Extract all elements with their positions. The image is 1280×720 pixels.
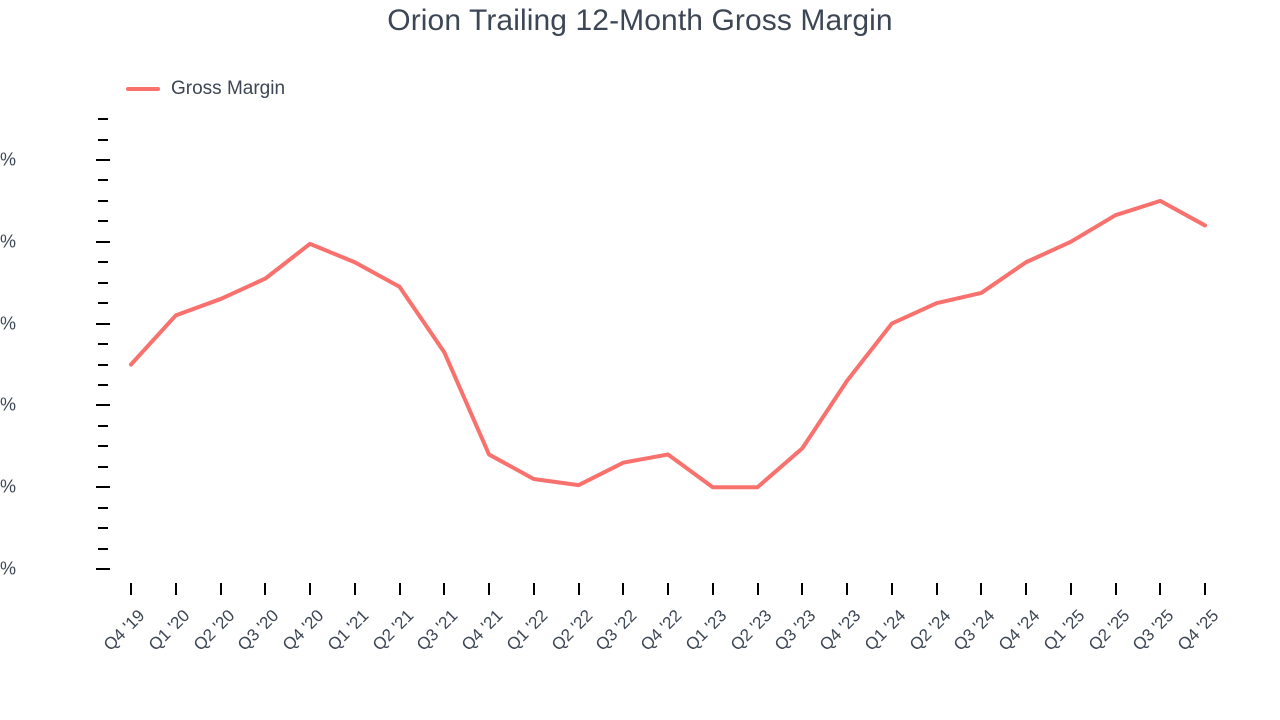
chart-legend: Gross Margin xyxy=(126,78,285,100)
x-tick xyxy=(711,583,714,595)
x-tick xyxy=(532,583,535,595)
x-tick xyxy=(1114,583,1117,595)
x-tick xyxy=(577,583,580,595)
legend-swatch-gross-margin xyxy=(126,87,160,91)
y-tick-minor xyxy=(98,220,108,223)
x-tick xyxy=(398,583,401,595)
x-tick xyxy=(846,583,848,595)
y-tick-major xyxy=(96,404,110,407)
y-tick-minor xyxy=(98,281,108,284)
y-tick-label: 12% xyxy=(0,231,16,252)
x-tick xyxy=(353,583,356,595)
x-tick xyxy=(130,583,132,595)
y-tick-minor xyxy=(98,118,108,121)
x-tick xyxy=(622,583,625,595)
x-tick xyxy=(264,583,267,595)
y-tick-minor xyxy=(98,199,108,202)
x-tick xyxy=(174,583,177,595)
x-tick xyxy=(890,583,893,595)
y-tick-minor xyxy=(98,138,108,141)
y-tick-label: 6% xyxy=(0,476,16,497)
x-tick xyxy=(667,583,669,595)
x-tick xyxy=(1204,583,1206,595)
y-tick-minor xyxy=(98,383,108,386)
x-tick xyxy=(756,583,759,595)
y-tick-label: 10% xyxy=(0,313,16,334)
y-tick-major xyxy=(96,240,110,243)
x-tick xyxy=(935,583,938,595)
x-tick xyxy=(1025,583,1027,595)
y-tick-minor xyxy=(98,424,108,427)
x-tick xyxy=(1069,583,1072,595)
x-tick xyxy=(801,583,804,595)
y-tick-major xyxy=(96,159,110,161)
y-tick-minor xyxy=(98,343,108,346)
x-tick xyxy=(1159,583,1162,595)
y-tick-label: 4% xyxy=(0,558,16,579)
y-tick-major xyxy=(96,486,110,489)
y-tick-label: 8% xyxy=(0,394,16,415)
y-tick-label: 14% xyxy=(0,149,16,170)
y-tick-major xyxy=(96,322,110,325)
y-tick-minor xyxy=(98,465,108,468)
legend-label-gross-margin: Gross Margin xyxy=(171,78,286,99)
x-tick xyxy=(443,583,446,595)
series-line-gross-margin xyxy=(129,198,1207,490)
x-tick xyxy=(309,583,311,595)
y-tick-minor xyxy=(98,527,108,530)
y-tick-minor xyxy=(98,179,108,182)
y-tick-minor xyxy=(98,445,108,448)
y-tick-minor xyxy=(98,506,108,509)
y-tick-minor xyxy=(98,547,108,550)
y-axis: 4% 6% 8% 10% 12% 14% xyxy=(0,0,110,720)
y-tick-major xyxy=(96,568,110,570)
y-tick-minor xyxy=(98,363,108,366)
y-tick-minor xyxy=(98,302,108,305)
y-tick-minor xyxy=(98,261,108,264)
chart-title: Orion Trailing 12-Month Gross Margin xyxy=(387,4,893,37)
x-tick xyxy=(219,583,222,595)
x-tick xyxy=(488,583,490,595)
x-tick xyxy=(980,583,983,595)
